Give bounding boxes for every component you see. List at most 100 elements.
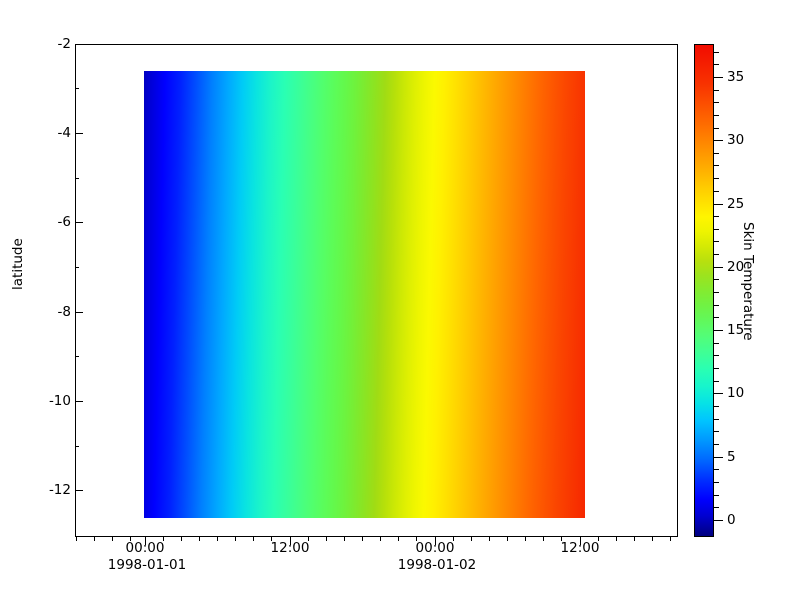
colorbar-tick-minor: [714, 102, 719, 104]
colorbar-tick-minor: [714, 191, 719, 193]
colorbar-tick-minor: [714, 469, 719, 471]
colorbar-gradient: [694, 44, 714, 537]
colorbar-tick-label: 0: [727, 512, 736, 528]
y-tick-minor: [75, 267, 79, 269]
y-tick-minor: [75, 88, 79, 90]
y-tick-label: -12: [48, 482, 71, 498]
y-tick-major: [75, 401, 83, 403]
colorbar-tick-minor: [714, 254, 719, 256]
colorbar-tick-label: 35: [727, 69, 745, 85]
x-tick-minor: [326, 537, 328, 541]
x-tick-minor: [598, 537, 600, 541]
x-tick-minor: [489, 537, 491, 541]
x-tick-label-time: 12:00: [270, 540, 310, 556]
y-tick-label: -10: [48, 393, 71, 409]
x-tick-label-time: 00:00: [415, 540, 455, 556]
colorbar-tick-major: [714, 267, 723, 269]
colorbar: [694, 44, 714, 537]
colorbar-tick-minor: [714, 52, 719, 54]
colorbar-tick-minor: [714, 279, 719, 281]
x-tick-minor: [181, 537, 183, 541]
x-tick-minor: [616, 537, 618, 541]
y-tick-label: -2: [57, 36, 71, 52]
colorbar-tick-minor: [714, 343, 719, 345]
colorbar-tick-minor: [714, 292, 719, 294]
x-tick-minor: [362, 537, 364, 541]
colorbar-tick-label: 25: [727, 196, 745, 212]
x-tick-minor: [398, 537, 400, 541]
colorbar-tick-minor: [714, 381, 719, 383]
x-tick-major: [580, 537, 582, 545]
x-tick-minor: [453, 537, 455, 541]
x-tick-minor: [199, 537, 201, 541]
colorbar-tick-label: 5: [727, 449, 736, 465]
colorbar-tick-major: [714, 520, 723, 522]
colorbar-tick-minor: [714, 178, 719, 180]
y-tick-label: -6: [57, 214, 71, 230]
x-tick-minor: [94, 537, 96, 541]
pcolormesh-gradient: [144, 71, 585, 518]
colorbar-tick-major: [714, 204, 723, 206]
x-tick-major: [290, 537, 292, 545]
y-tick-minor: [75, 446, 79, 448]
colorbar-tick-minor: [714, 115, 719, 117]
y-tick-minor: [75, 178, 79, 180]
colorbar-tick-minor: [714, 482, 719, 484]
x-tick-minor: [163, 537, 165, 541]
x-tick-label-time: 12:00: [560, 540, 600, 556]
x-tick-major: [145, 537, 147, 545]
colorbar-tick-minor: [714, 495, 719, 497]
colorbar-tick-label: 15: [727, 322, 745, 338]
colorbar-tick-minor: [714, 153, 719, 155]
x-tick-label-date: 1998-01-01: [107, 557, 187, 573]
pcolormesh-data-field: [144, 71, 585, 518]
x-tick-minor: [525, 537, 527, 541]
x-tick-minor: [561, 537, 563, 541]
colorbar-tick-major: [714, 330, 723, 332]
colorbar-tick-minor: [714, 507, 719, 509]
colorbar-tick-major: [714, 77, 723, 79]
x-tick-minor: [308, 537, 310, 541]
colorbar-tick-minor: [714, 406, 719, 408]
colorbar-tick-label: 30: [727, 132, 745, 148]
x-tick-minor: [634, 537, 636, 541]
x-tick-minor: [271, 537, 273, 541]
x-tick-minor: [76, 537, 78, 541]
x-tick-minor: [217, 537, 219, 541]
x-tick-minor: [416, 537, 418, 541]
colorbar-tick-major: [714, 457, 723, 459]
colorbar-tick-major: [714, 140, 723, 142]
colorbar-tick-minor: [714, 229, 719, 231]
colorbar-tick-label: 20: [727, 259, 745, 275]
x-tick-minor: [471, 537, 473, 541]
y-axis-title: latitude: [10, 238, 26, 290]
colorbar-tick-minor: [714, 368, 719, 370]
x-tick-minor: [112, 537, 114, 541]
y-tick-minor: [75, 356, 79, 358]
colorbar-tick-minor: [714, 444, 719, 446]
x-tick-minor: [507, 537, 509, 541]
colorbar-tick-minor: [714, 128, 719, 130]
y-tick-label: -4: [57, 125, 71, 141]
x-tick-label-time: 00:00: [125, 540, 165, 556]
y-tick-major: [75, 222, 83, 224]
colorbar-tick-minor: [714, 241, 719, 243]
y-tick-major: [75, 312, 83, 314]
colorbar-tick-minor: [714, 419, 719, 421]
colorbar-tick-minor: [714, 165, 719, 167]
x-tick-minor: [344, 537, 346, 541]
y-tick-major: [75, 44, 83, 46]
y-tick-major: [75, 490, 83, 492]
x-tick-minor: [235, 537, 237, 541]
x-tick-label-date: 1998-01-02: [397, 557, 477, 573]
colorbar-tick-minor: [714, 431, 719, 433]
colorbar-tick-minor: [714, 64, 719, 66]
y-tick-major: [75, 133, 83, 135]
colorbar-tick-minor: [714, 90, 719, 92]
colorbar-tick-minor: [714, 216, 719, 218]
colorbar-title: Skin Temperature: [740, 222, 756, 341]
colorbar-tick-label: 10: [727, 385, 745, 401]
x-tick-minor: [543, 537, 545, 541]
colorbar-tick-major: [714, 393, 723, 395]
